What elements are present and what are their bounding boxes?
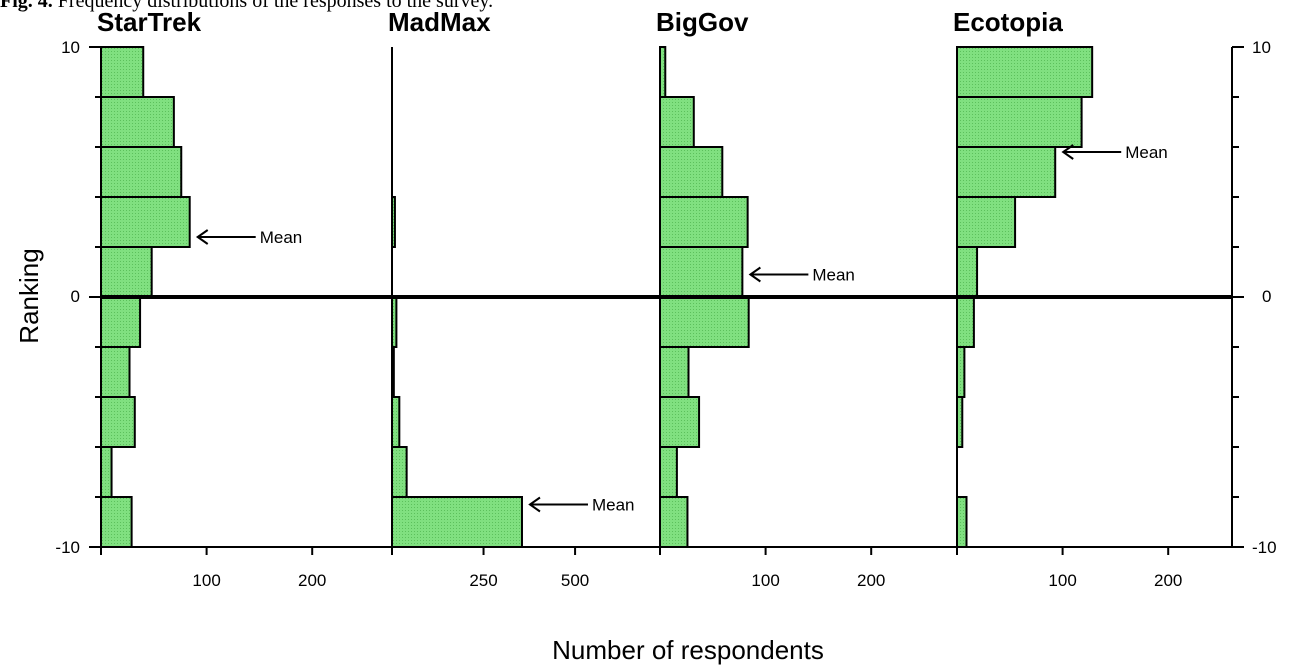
panel-title-madmax: MadMax: [388, 7, 491, 37]
y-tick-label-zero: 0: [71, 287, 80, 306]
bar: [956, 196, 1017, 248]
bar: [100, 296, 142, 348]
x-tick-label: 100: [1048, 571, 1076, 590]
bar: [956, 246, 979, 298]
bar: [659, 346, 690, 398]
x-tick-label: 200: [1154, 571, 1182, 590]
bar: [100, 446, 113, 498]
mean-label: Mean: [812, 266, 855, 285]
mean-arrow-head: [528, 496, 541, 513]
bar: [659, 296, 750, 348]
mean-label: Mean: [260, 228, 303, 247]
bar: [100, 146, 183, 198]
bar: [659, 96, 695, 148]
bar: [100, 46, 145, 98]
x-tick-label: 250: [469, 571, 497, 590]
bar: [659, 196, 749, 248]
bar: [100, 346, 131, 398]
caption-text: Frequency distributions of the responses…: [57, 0, 494, 12]
x-tick-label: 500: [561, 571, 589, 590]
plot-area: StarTrek 100 200 Mean MadMax 250 500 Mean BigGov…: [89, 7, 1244, 590]
mean-arrow-head: [748, 266, 761, 283]
bar: [391, 446, 408, 498]
x-tick-label: 100: [751, 571, 779, 590]
caption-prefix: Fig. 4.: [0, 0, 53, 12]
y-axis-label: Ranking: [14, 248, 44, 343]
bar: [956, 496, 968, 548]
y-tick-label-right-zero: 0: [1262, 287, 1271, 306]
bar: [659, 246, 744, 298]
bar: [956, 346, 966, 398]
bar: [659, 46, 667, 98]
bar: [391, 496, 523, 548]
bar: [956, 146, 1057, 198]
mean-label: Mean: [1125, 143, 1168, 162]
bar: [100, 246, 153, 298]
x-axis-label: Number of respondents: [552, 635, 824, 665]
panel-title-ecotopia: Ecotopia: [953, 7, 1063, 37]
panel-title-startrek: StarTrek: [97, 7, 202, 37]
bar: [659, 446, 678, 498]
y-tick-label-right-top: 10: [1252, 38, 1271, 57]
mean-label: Mean: [592, 496, 635, 515]
bar: [659, 396, 701, 448]
y-tick-label-top: 10: [61, 38, 80, 57]
figure-caption: Fig. 4. Frequency distributions of the r…: [0, 0, 493, 13]
mean-arrow-head: [1061, 144, 1074, 160]
bar: [100, 396, 136, 448]
bar: [391, 396, 401, 448]
bar: [956, 46, 1094, 98]
bar: [391, 346, 395, 398]
bar: [956, 296, 975, 348]
y-tick-label-right-bottom: -10: [1252, 538, 1277, 557]
x-tick-label: 200: [857, 571, 885, 590]
bar: [659, 496, 689, 548]
x-tick-label: 200: [298, 571, 326, 590]
bar: [956, 96, 1083, 148]
bar: [100, 196, 191, 248]
bar: [659, 146, 724, 198]
bar: [100, 496, 133, 548]
panel-title-biggov: BigGov: [656, 7, 749, 37]
bar: [391, 196, 396, 248]
bar: [956, 396, 964, 448]
mean-arrow-head: [195, 229, 209, 245]
x-tick-label: 100: [192, 571, 220, 590]
bar: [391, 296, 398, 348]
bar: [100, 96, 175, 148]
y-tick-label-bottom: -10: [55, 538, 80, 557]
